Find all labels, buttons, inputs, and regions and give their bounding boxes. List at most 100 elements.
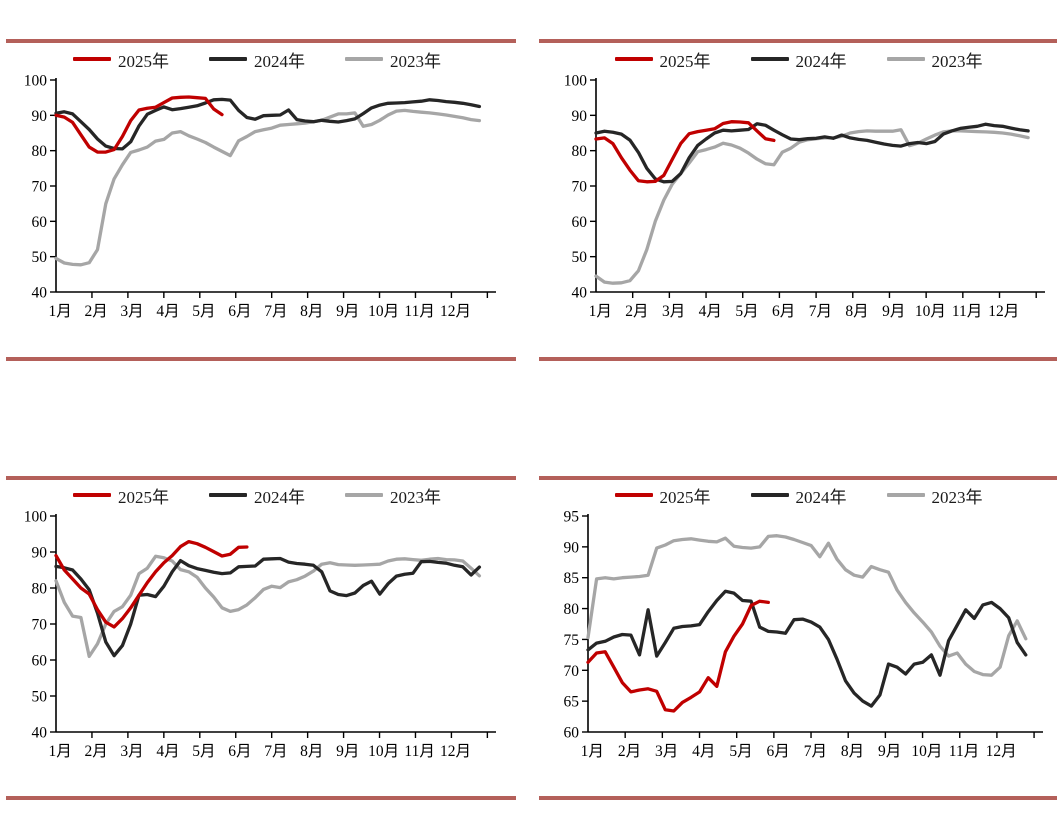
y-tick-label: 90 (564, 539, 580, 556)
legend-item-2024年: 2024年 (209, 47, 305, 72)
x-tick-label: 6月 (767, 743, 790, 760)
x-tick-label: 9月 (336, 743, 359, 760)
legend-label: 2025年 (659, 487, 711, 507)
legend-item-2023年: 2023年 (345, 47, 441, 72)
legend-item-2025年: 2025年 (614, 483, 711, 508)
divider-line-bottom-right (539, 796, 1057, 800)
x-tick-label: 11月 (404, 743, 434, 760)
legend-label: 2023年 (390, 51, 441, 71)
x-tick-label: 3月 (655, 743, 678, 760)
divider-line-row1-bottom-left (6, 357, 516, 361)
series-line-2024年 (594, 122, 1030, 184)
legend: 2025年 2024年 2023年 (8, 482, 506, 508)
legend-swatch (209, 57, 247, 61)
y-tick-label: 60 (564, 725, 580, 742)
y-tick-label: 60 (572, 214, 588, 231)
legend: 2025年 2024年 2023年 (540, 46, 1057, 72)
x-tick-label: 4月 (156, 303, 179, 320)
x-tick-label: 5月 (735, 303, 758, 320)
legend-item-2025年: 2025年 (73, 47, 169, 72)
y-tick-label: 80 (564, 601, 580, 618)
x-tick-label: 1月 (589, 303, 612, 320)
legend-label: 2023年 (931, 487, 983, 507)
y-tick-label: 70 (572, 179, 588, 196)
divider-line-top-right (539, 39, 1057, 43)
y-tick-label: 90 (572, 108, 588, 125)
legend-swatch (886, 493, 925, 497)
series-line-2025年 (586, 599, 770, 713)
x-tick-label: 1月 (581, 743, 604, 760)
x-tick-label: 7月 (804, 743, 827, 760)
x-tick-label: 8月 (845, 303, 868, 320)
chart-bottom-left: 2025年 2024年 2023年 40 50 60 70 80 90 100 1月 2月 3月 4月 5… (8, 482, 506, 778)
x-tick-label: 2月 (84, 303, 107, 320)
legend-swatch (750, 493, 789, 497)
legend-swatch (614, 57, 653, 61)
x-tick-label: 6月 (228, 743, 251, 760)
x-tick-label: 2月 (625, 303, 648, 320)
y-tick-label: 50 (32, 249, 48, 266)
plot-area: 40 50 60 70 80 90 100 1月 2月 3月 4月 5月 6月 7月 8月 9月 10月 11月 1… (564, 73, 1045, 320)
axes: 40 50 60 70 80 90 100 1月 2月 3月 4月 5月 6月 7月 8月 9月 10月 11月 1… (564, 73, 1045, 320)
chart-bottom-right: 2025年 2024年 2023年 60 65 70 75 80 85 90 95 1月 2月 3月 4月… (540, 482, 1057, 778)
legend-label: 2023年 (390, 487, 441, 507)
legend-label: 2025年 (659, 51, 711, 71)
x-tick-label: 6月 (772, 303, 795, 320)
legend-swatch (73, 57, 111, 61)
y-tick-label: 40 (572, 285, 588, 302)
y-tick-label: 40 (32, 285, 48, 302)
series-line-2023年 (586, 534, 1028, 677)
legend-swatch (886, 57, 925, 61)
legend-item-2025年: 2025年 (73, 483, 169, 508)
x-tick-label: 1月 (49, 743, 72, 760)
legend-label: 2024年 (795, 51, 847, 71)
legend-label: 2023年 (931, 51, 983, 71)
x-tick-label: 9月 (882, 303, 905, 320)
x-tick-label: 4月 (156, 743, 179, 760)
series-line-2024年 (54, 97, 482, 151)
x-tick-label: 3月 (120, 743, 143, 760)
x-tick-label: 8月 (841, 743, 864, 760)
x-tick-label: 9月 (336, 303, 359, 320)
y-tick-label: 70 (32, 179, 48, 196)
x-tick-label: 11月 (404, 303, 434, 320)
x-tick-label: 4月 (699, 303, 722, 320)
plot-area: 60 65 70 75 80 85 90 95 1月 2月 3月 4月 5月 6月 7月 8月 9月 10月 11月… (564, 509, 1043, 760)
divider-line-top-left (6, 39, 516, 43)
x-tick-label: 9月 (878, 743, 901, 760)
x-tick-label: 5月 (192, 303, 215, 320)
series-line-2025年 (594, 120, 776, 184)
legend-item-2025年: 2025年 (614, 47, 711, 72)
divider-line-bottom-left (6, 796, 516, 800)
y-tick-label: 100 (24, 73, 48, 90)
legend-swatch (345, 493, 383, 497)
y-tick-label: 60 (32, 214, 48, 231)
y-tick-label: 80 (572, 143, 588, 160)
legend-item-2024年: 2024年 (750, 483, 847, 508)
x-tick-label: 8月 (300, 743, 323, 760)
legend-label: 2025年 (118, 51, 169, 71)
x-tick-label: 10月 (911, 743, 942, 760)
series-line-2023年 (594, 128, 1030, 285)
y-tick-label: 80 (32, 581, 48, 598)
x-tick-label: 7月 (264, 743, 287, 760)
x-tick-label: 2月 (84, 743, 107, 760)
divider-line-row2-top-left (6, 476, 516, 480)
series-line-2025年 (54, 539, 249, 629)
legend-item-2023年: 2023年 (886, 47, 983, 72)
legend-swatch (345, 57, 383, 61)
y-tick-label: 80 (32, 143, 48, 160)
series-line-2025年 (54, 95, 224, 154)
x-tick-label: 8月 (300, 303, 323, 320)
legend-label: 2024年 (254, 487, 305, 507)
x-tick-label: 12月 (988, 303, 1019, 320)
legend: 2025年 2024年 2023年 (540, 482, 1057, 508)
y-tick-label: 70 (32, 617, 48, 634)
x-tick-label: 11月 (952, 303, 982, 320)
legend-swatch (614, 493, 653, 497)
x-tick-label: 4月 (692, 743, 715, 760)
x-tick-label: 12月 (440, 743, 471, 760)
y-tick-label: 75 (564, 632, 580, 649)
legend-label: 2025年 (118, 487, 169, 507)
